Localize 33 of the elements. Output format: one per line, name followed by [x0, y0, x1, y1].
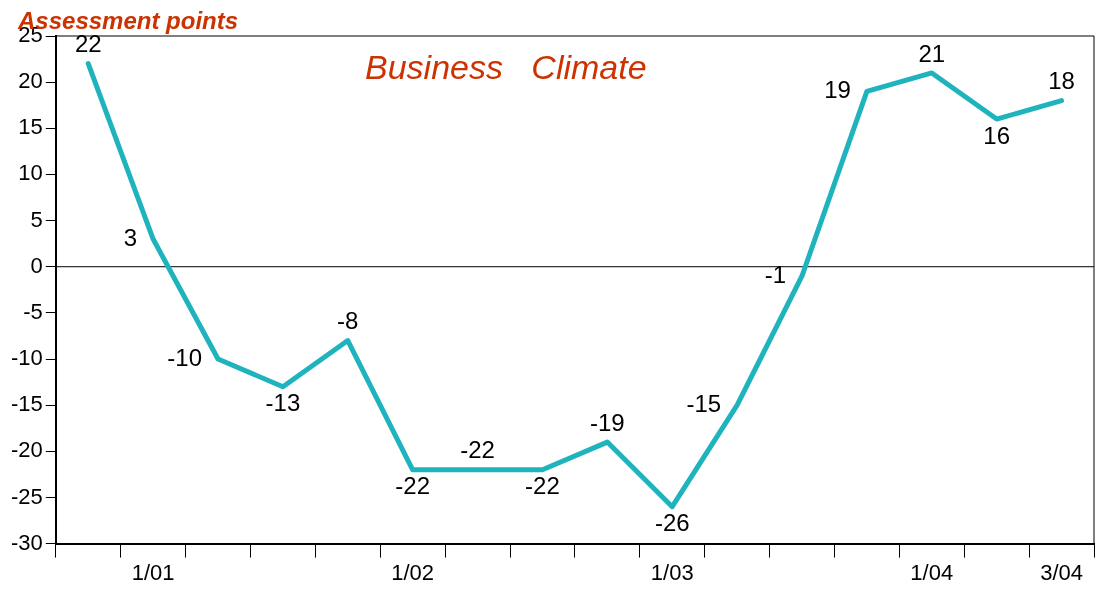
- x-tick-label: 1/04: [910, 559, 954, 585]
- y-tick-label: 20: [18, 68, 43, 94]
- y-tick-label: -20: [11, 437, 43, 463]
- data-label: -19: [590, 408, 625, 436]
- x-tick-label: 1/01: [131, 559, 175, 585]
- data-label: 3: [123, 223, 138, 251]
- chart-title: Business Climate: [365, 48, 647, 87]
- y-tick-label: -10: [11, 345, 43, 371]
- data-label: 18: [1048, 67, 1075, 95]
- y-tick-label: 0: [30, 252, 43, 278]
- y-tick-label: 10: [18, 160, 43, 186]
- y-tick-label: -15: [11, 391, 43, 417]
- data-label: -22: [460, 436, 495, 464]
- y-tick-label: -5: [23, 298, 43, 324]
- y-tick-label: -25: [11, 483, 43, 509]
- data-label: -8: [337, 307, 359, 335]
- data-label: 21: [918, 39, 946, 67]
- data-label: -22: [395, 472, 431, 500]
- data-label: -26: [654, 509, 690, 537]
- x-tick-label: 3/04: [1040, 559, 1083, 585]
- data-label: -15: [686, 389, 722, 417]
- data-label: -1: [764, 260, 787, 288]
- y-tick-label: 5: [30, 206, 43, 232]
- data-label: 19: [824, 76, 851, 103]
- y-tick-label: 15: [18, 114, 43, 140]
- x-tick-label: 1/03: [650, 559, 694, 585]
- data-label: -13: [265, 389, 301, 417]
- data-label: 16: [983, 121, 1011, 149]
- data-label: -10: [167, 343, 203, 371]
- data-label: -22: [525, 472, 560, 500]
- data-label: 22: [74, 30, 102, 58]
- y-tick-label: -30: [11, 529, 43, 555]
- x-tick-label: 1/02: [391, 559, 435, 585]
